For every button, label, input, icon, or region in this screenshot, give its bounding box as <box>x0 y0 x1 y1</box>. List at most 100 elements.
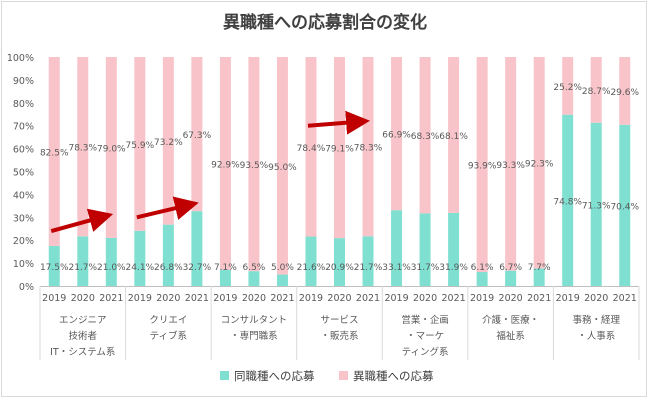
data-label-same: 31.9% <box>439 263 468 273</box>
data-label-different: 78.3% <box>354 144 383 154</box>
bar-same-occupation <box>562 114 574 286</box>
x-group-label: コンサルタント <box>221 315 288 326</box>
x-tick-year: 2020 <box>327 293 351 304</box>
x-group-label: 介護・医療・ <box>482 314 539 326</box>
data-label-different: 75.9% <box>126 141 155 151</box>
bar-same-occupation <box>48 245 60 286</box>
bar-same-occupation <box>105 237 117 286</box>
bar-different-occupation <box>533 57 545 269</box>
x-tick-year: 2020 <box>156 293 180 304</box>
x-group-label: ・人事系 <box>577 330 615 342</box>
x-tick-year: 2019 <box>299 293 323 304</box>
x-group-label: クリエイ <box>149 315 187 326</box>
y-tick-label: 100% <box>7 53 34 64</box>
bar-different-occupation <box>362 57 374 237</box>
x-tick-year: 2020 <box>242 293 266 304</box>
y-tick-label: 60% <box>13 145 34 156</box>
bar-different-occupation <box>562 57 574 115</box>
data-label-same: 7.1% <box>214 263 237 273</box>
y-tick-label: 40% <box>13 190 34 201</box>
x-tick-year: 2021 <box>270 293 294 304</box>
x-tick-year: 2019 <box>128 293 152 304</box>
x-tick-year: 2019 <box>556 293 580 304</box>
data-label-different: 93.3% <box>496 161 525 171</box>
x-group-label: 福祉系 <box>496 330 525 342</box>
bar-same-occupation <box>590 122 602 287</box>
data-label-different: 92.9% <box>211 160 240 170</box>
data-label-same: 33.1% <box>382 263 411 273</box>
x-tick-year: 2021 <box>185 293 209 304</box>
bar-different-occupation <box>619 57 631 125</box>
bar-same-occupation <box>533 268 545 286</box>
data-label-different: 29.6% <box>610 88 639 98</box>
trend-arrow <box>307 110 371 135</box>
bar-same-occupation <box>305 236 317 286</box>
bar-same-occupation <box>219 269 231 286</box>
bar-same-occupation <box>362 236 374 286</box>
data-label-different: 68.1% <box>439 132 468 142</box>
bar-different-occupation <box>162 57 174 225</box>
data-label-same: 74.8% <box>553 197 582 207</box>
data-label-different: 78.4% <box>297 144 326 154</box>
x-tick-year: 2021 <box>527 293 551 304</box>
data-label-same: 21.7% <box>354 263 383 273</box>
bar-different-occupation <box>191 57 203 212</box>
bar-different-occupation <box>391 57 403 211</box>
bar-different-occupation <box>334 57 345 239</box>
x-tick-year: 2021 <box>442 293 466 304</box>
y-tick-label: 30% <box>13 213 34 224</box>
data-label-different: 93.5% <box>240 161 269 171</box>
x-tick-year: 2019 <box>213 293 237 304</box>
data-label-same: 26.8% <box>154 263 183 273</box>
x-tick-year: 2021 <box>613 293 637 304</box>
bar-same-occupation <box>448 212 460 286</box>
data-label-different: 25.2% <box>553 83 582 93</box>
y-tick-label: 0% <box>19 282 34 293</box>
y-tick-label: 70% <box>13 122 34 133</box>
trend-arrow <box>136 196 199 220</box>
y-tick-label: 80% <box>13 99 34 110</box>
x-tick-year: 2021 <box>99 293 123 304</box>
y-tick-label: 10% <box>13 259 34 270</box>
data-label-same: 6.5% <box>242 263 265 273</box>
x-group-label: 営業・企画 <box>401 314 449 326</box>
data-label-same: 6.1% <box>471 263 494 273</box>
bar-same-occupation <box>162 224 174 286</box>
x-group-label: IT・システム系 <box>50 347 115 358</box>
bar-same-occupation <box>134 230 146 286</box>
x-tick-year: 2021 <box>356 293 380 304</box>
bar-different-occupation <box>590 57 602 123</box>
x-tick-year: 2020 <box>71 293 95 304</box>
data-label-different: 82.5% <box>40 148 69 158</box>
bar-same-occupation <box>276 274 288 286</box>
data-label-same: 21.7% <box>68 263 97 273</box>
bar-different-occupation <box>219 57 231 270</box>
data-label-different: 79.0% <box>97 144 126 154</box>
bar-same-occupation <box>334 238 345 286</box>
x-group-label: ・販売系 <box>320 330 358 342</box>
data-label-different: 79.1% <box>325 145 354 155</box>
x-tick-year: 2020 <box>584 293 608 304</box>
data-label-different: 28.7% <box>582 87 611 97</box>
data-label-same: 7.7% <box>528 263 551 273</box>
data-label-same: 32.7% <box>183 263 212 273</box>
x-group-label: ティブ系 <box>150 330 187 342</box>
data-label-different: 95.0% <box>268 163 297 173</box>
bar-different-occupation <box>248 57 260 272</box>
x-group-label: 事務・経理 <box>572 314 620 326</box>
data-label-same: 71.3% <box>582 201 611 211</box>
y-tick-label: 90% <box>13 76 34 87</box>
x-tick-year: 2019 <box>470 293 494 304</box>
x-tick-year: 2020 <box>499 293 523 304</box>
x-group-label: ティング系 <box>402 346 449 358</box>
data-label-different: 78.3% <box>68 144 97 154</box>
x-group-label: ・マーケ <box>406 331 444 342</box>
y-tick-label: 20% <box>13 236 34 247</box>
data-label-different: 66.9% <box>382 131 411 141</box>
bar-same-occupation <box>77 236 89 286</box>
trend-arrow <box>50 208 114 233</box>
chart-title: 異職種への応募割合の変化 <box>223 12 427 33</box>
y-tick-label: 50% <box>13 168 34 179</box>
